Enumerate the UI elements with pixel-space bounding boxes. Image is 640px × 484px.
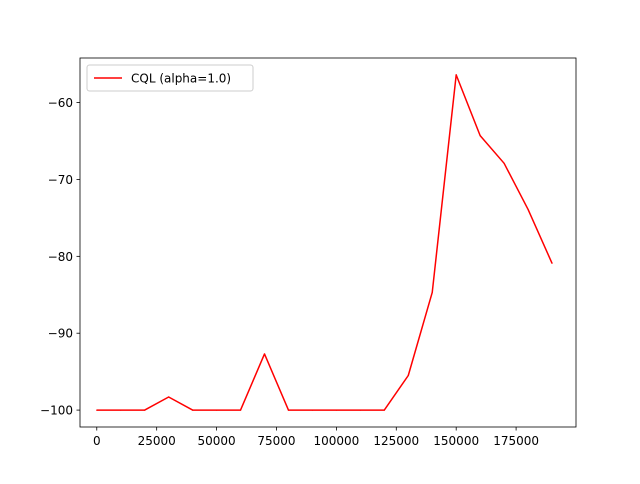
legend: CQL (alpha=1.0)	[86, 64, 254, 92]
x-tick-label: 25000	[138, 434, 176, 448]
data-point	[287, 409, 290, 411]
data-point	[311, 409, 314, 411]
data-point	[192, 409, 194, 411]
x-tick-label: 75000	[257, 434, 295, 448]
data-point	[120, 409, 122, 411]
data-point	[96, 409, 98, 411]
legend-label: CQL (alpha=1.0)	[131, 72, 231, 86]
data-point	[455, 74, 457, 76]
x-axis: 0 25000 50000 75000 100000 125000 150000 175000	[93, 427, 539, 448]
y-tick-label: −70	[48, 173, 73, 187]
x-tick-label: 175000	[493, 434, 539, 448]
y-tick-label: −60	[48, 96, 73, 110]
x-tick-label: 125000	[373, 434, 419, 448]
data-point	[335, 409, 337, 411]
data-point	[215, 409, 218, 411]
data-point	[168, 396, 170, 398]
y-tick-label: −100	[40, 404, 73, 418]
x-tick-label: 100000	[313, 434, 359, 448]
data-point	[431, 291, 433, 294]
data-point	[527, 208, 529, 211]
y-tick-label: −90	[48, 327, 73, 341]
data-point	[551, 262, 553, 264]
y-tick-label: −80	[48, 250, 73, 264]
legend-box	[86, 64, 254, 92]
y-axis: −100 −90 −80 −70 −60	[40, 96, 80, 418]
data-point	[144, 409, 146, 411]
series-line-0	[96, 74, 553, 411]
axes-frame	[79, 57, 577, 428]
plot-area	[79, 57, 577, 428]
x-tick-label: 150000	[433, 434, 479, 448]
data-point	[263, 353, 266, 355]
x-tick-label: 50000	[197, 434, 235, 448]
data-point	[479, 135, 481, 137]
data-point	[383, 409, 385, 411]
data-point	[503, 162, 505, 164]
data-point	[239, 409, 242, 411]
data-point	[359, 409, 361, 411]
x-tick-label: 0	[93, 434, 101, 448]
data-point	[407, 374, 409, 377]
